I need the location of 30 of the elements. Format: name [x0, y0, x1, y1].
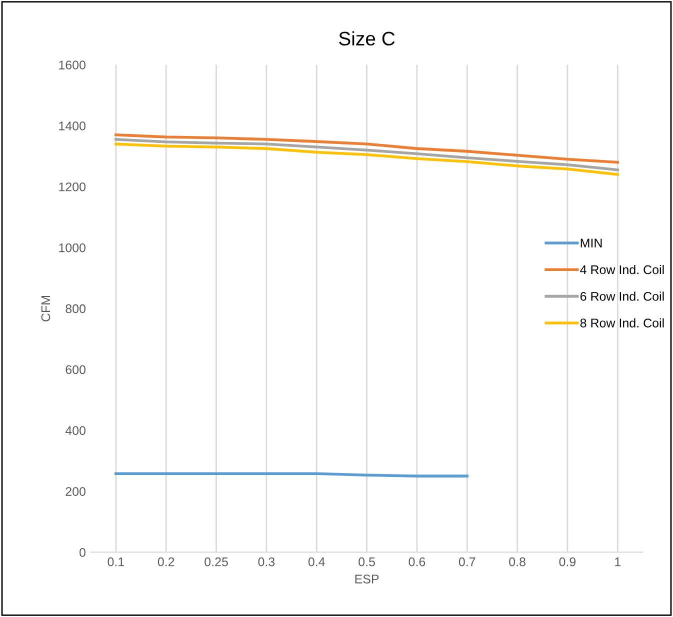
y-axis-title: CFM [41, 296, 50, 322]
y-tick-label: 800 [66, 304, 86, 314]
line-series [114, 142, 620, 176]
y-tick-label: 0 [80, 548, 86, 557]
y-tick-label: 1600 [59, 60, 86, 70]
y-tick-label: 200 [66, 487, 86, 496]
y-tick-label: 1200 [59, 182, 86, 192]
y-tick-label: 1400 [59, 122, 86, 130]
x-tick-label: 0.4 [308, 557, 325, 566]
line-series [114, 138, 620, 172]
x-tick-label: 0.25 [204, 557, 228, 566]
x-tick-label: 0.6 [408, 557, 426, 566]
y-tick-label: 1000 [59, 243, 86, 252]
legend-label: 6 Row Ind. Coil [580, 292, 664, 301]
legend-label: MIN [580, 238, 602, 248]
x-axis-title: ESP [355, 574, 379, 584]
legend-label: 8 Row Ind. Coil [580, 318, 664, 328]
line-series [114, 133, 620, 164]
x-tick-label: 0.9 [559, 557, 576, 566]
x-tick-label: 0.2 [158, 557, 174, 566]
chart-title: Size C [339, 31, 395, 46]
legend-label: 4 Row Ind. Coil [580, 264, 664, 274]
x-tick-label: 0.8 [509, 557, 526, 566]
y-tick-label: 600 [66, 365, 86, 374]
x-tick-label: 0.7 [458, 557, 476, 566]
x-tick-label: 1 [615, 558, 620, 566]
x-tick-label: 0.3 [258, 557, 275, 566]
x-tick-label: 0.1 [108, 557, 124, 566]
x-tick-label: 0.5 [358, 557, 375, 566]
y-tick-label: 400 [65, 426, 86, 436]
